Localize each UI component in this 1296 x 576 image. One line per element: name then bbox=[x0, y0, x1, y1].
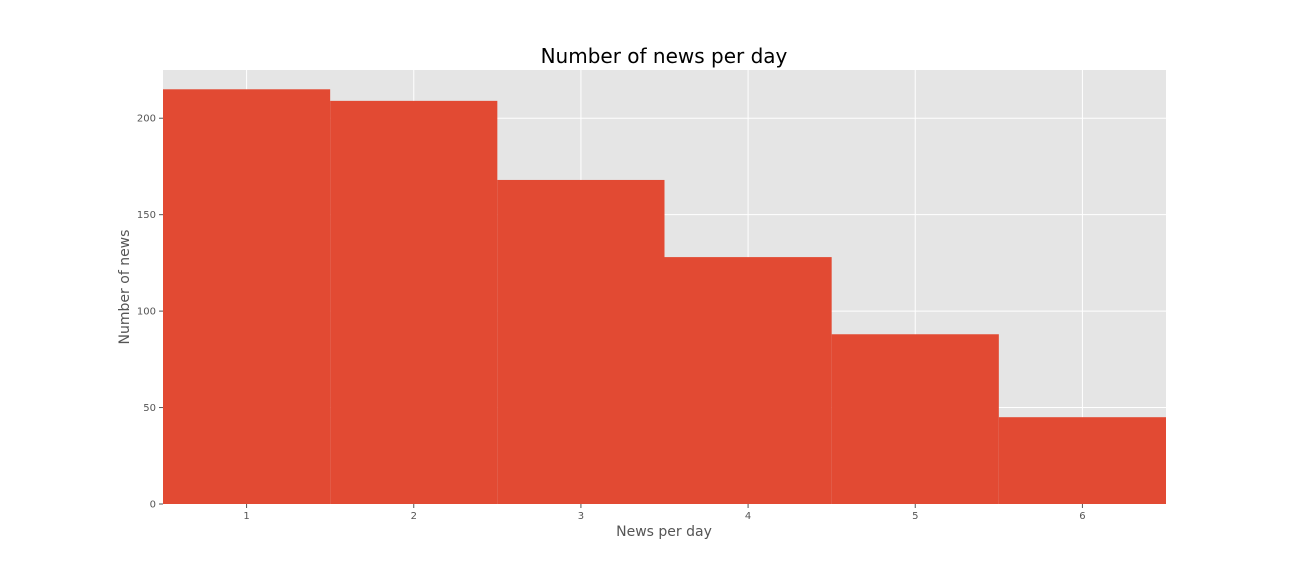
bar-2 bbox=[330, 100, 498, 505]
y-tick-label: 50 bbox=[143, 403, 156, 414]
y-tick-label: 0 bbox=[150, 500, 156, 511]
y-axis-ticks: 0 50 100 150 200 bbox=[137, 114, 163, 511]
bar-4 bbox=[664, 257, 832, 504]
x-tick-label: 6 bbox=[1079, 511, 1085, 522]
bars bbox=[163, 89, 1166, 505]
y-axis-label: Number of news bbox=[117, 230, 133, 345]
y-tick-label: 100 bbox=[137, 307, 156, 318]
x-axis-label: News per day bbox=[616, 524, 712, 540]
x-tick-label: 2 bbox=[411, 511, 417, 522]
bar-6 bbox=[998, 417, 1166, 504]
x-tick-label: 3 bbox=[578, 511, 584, 522]
y-tick-label: 200 bbox=[137, 114, 156, 125]
y-tick-label: 150 bbox=[137, 210, 156, 221]
x-tick-label: 5 bbox=[912, 511, 918, 522]
bar-5 bbox=[831, 334, 999, 504]
x-tick-label: 4 bbox=[745, 511, 751, 522]
x-tick-label: 1 bbox=[243, 511, 249, 522]
bar-3 bbox=[497, 179, 665, 505]
bar-1 bbox=[163, 89, 331, 505]
x-axis-ticks: 1 2 3 4 5 6 bbox=[243, 504, 1086, 522]
chart-title: Number of news per day bbox=[541, 44, 788, 68]
